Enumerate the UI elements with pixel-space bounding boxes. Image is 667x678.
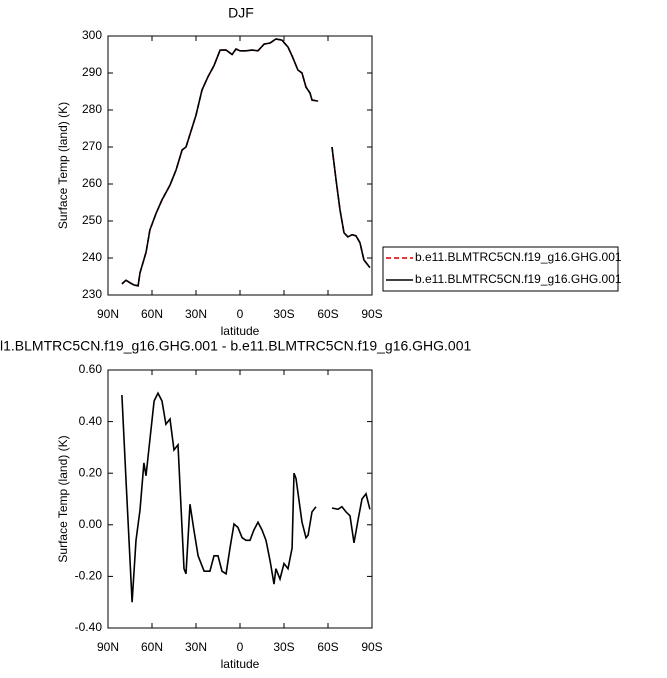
x-tick-label: 60N (141, 307, 163, 321)
x-tick-label: 90N (97, 640, 119, 654)
y-axis-label: Surface Temp (land) (K) (56, 102, 70, 229)
x-tick-label: 30N (185, 640, 207, 654)
y-tick-label: 290 (82, 65, 102, 79)
y-tick-label: 260 (82, 176, 102, 190)
x-tick-label: 30S (273, 640, 294, 654)
x-tick-label: 90S (361, 307, 382, 321)
data-line (121, 38, 371, 287)
x-tick-label: 60S (317, 307, 338, 321)
x-axis-label: latitude (221, 324, 260, 338)
legend-label: b.e11.BLMTRC5CN.f19_g16.GHG.001 (415, 250, 622, 264)
y-tick-label: 0.20 (79, 465, 103, 479)
chart-title: l1.BLMTRC5CN.f19_g16.GHG.001 - b.e11.BLM… (0, 338, 472, 354)
x-tick-label: 60S (317, 640, 338, 654)
plot-frame (107, 369, 373, 629)
legend-box (382, 246, 619, 292)
data-line (121, 38, 371, 287)
y-tick-label: -0.40 (75, 620, 103, 634)
data-line (121, 391, 371, 603)
x-tick-label: 0 (237, 640, 244, 654)
y-tick-label: 0.00 (79, 517, 103, 531)
x-axis-label: latitude (221, 657, 260, 671)
y-tick-label: 240 (82, 250, 102, 264)
legend-label: b.e11.BLMTRC5CN.f19_g16.GHG.001 (415, 272, 622, 286)
y-tick-label: 270 (82, 139, 102, 153)
x-tick-label: 30S (273, 307, 294, 321)
y-tick-label: 280 (82, 102, 102, 116)
x-tick-label: 60N (141, 640, 163, 654)
y-axis-label: Surface Temp (land) (K) (56, 435, 70, 562)
x-tick-label: 90N (97, 307, 119, 321)
y-tick-label: 0.40 (79, 414, 103, 428)
y-tick-label: 230 (82, 287, 102, 301)
chart-title: DJF (228, 5, 254, 21)
x-tick-label: 30N (185, 307, 207, 321)
y-tick-label: 300 (82, 28, 102, 42)
y-tick-label: -0.20 (75, 569, 103, 583)
x-tick-label: 0 (237, 307, 244, 321)
x-tick-label: 90S (361, 640, 382, 654)
y-tick-label: 0.60 (79, 362, 103, 376)
y-tick-label: 250 (82, 213, 102, 227)
plot-frame (107, 35, 373, 296)
